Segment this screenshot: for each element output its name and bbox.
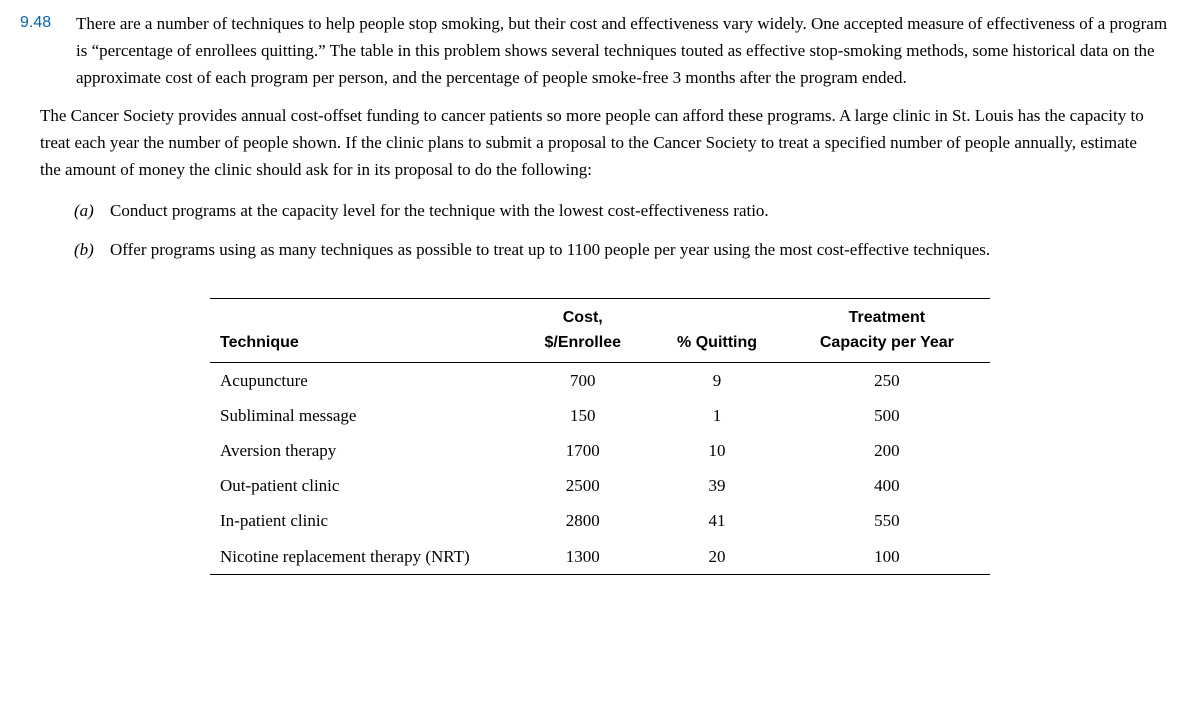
part-a: (a) Conduct programs at the capacity lev… [74,197,1160,224]
part-label: (a) [74,197,110,224]
cell-quitting: 39 [650,468,783,503]
cell-cost: 1700 [515,433,650,468]
col-technique: Technique [210,298,515,362]
setup-paragraph: The Cancer Society provides annual cost-… [40,102,1160,184]
table-header-row: Technique Cost, $/Enrollee % Quitting Tr… [210,298,990,362]
table-row: Aversion therapy170010200 [210,433,990,468]
cell-quitting: 9 [650,362,783,398]
intro-text: There are a number of techniques to help… [76,10,1180,92]
cell-capacity: 200 [784,433,990,468]
part-b: (b) Offer programs using as many techniq… [74,236,1160,263]
col-quitting: % Quitting [650,298,783,362]
cell-technique: Subliminal message [210,398,515,433]
problem-number: 9.48 [20,10,76,36]
data-table-wrap: Technique Cost, $/Enrollee % Quitting Tr… [210,298,990,575]
cell-capacity: 250 [784,362,990,398]
cell-technique: Nicotine replacement therapy (NRT) [210,539,515,575]
intro-row: 9.48 There are a number of techniques to… [20,10,1180,92]
table-row: In-patient clinic280041550 [210,503,990,538]
table-row: Subliminal message1501500 [210,398,990,433]
cell-technique: Aversion therapy [210,433,515,468]
techniques-table: Technique Cost, $/Enrollee % Quitting Tr… [210,298,990,575]
parts-list: (a) Conduct programs at the capacity lev… [74,197,1160,263]
table-row: Nicotine replacement therapy (NRT)130020… [210,539,990,575]
table-body: Acupuncture7009250Subliminal message1501… [210,362,990,574]
table-row: Acupuncture7009250 [210,362,990,398]
cell-cost: 700 [515,362,650,398]
capacity-header-line2: Capacity per Year [820,334,954,351]
cost-header-line1: Cost, [563,309,603,326]
table-row: Out-patient clinic250039400 [210,468,990,503]
col-cost: Cost, $/Enrollee [515,298,650,362]
cell-technique: In-patient clinic [210,503,515,538]
part-label: (b) [74,236,110,263]
cell-cost: 150 [515,398,650,433]
cell-cost: 2500 [515,468,650,503]
cell-capacity: 500 [784,398,990,433]
cell-capacity: 550 [784,503,990,538]
part-text: Conduct programs at the capacity level f… [110,197,769,224]
cell-cost: 1300 [515,539,650,575]
cell-technique: Out-patient clinic [210,468,515,503]
capacity-header-line1: Treatment [849,309,925,326]
cell-quitting: 20 [650,539,783,575]
part-text: Offer programs using as many techniques … [110,236,990,263]
cell-capacity: 400 [784,468,990,503]
cell-technique: Acupuncture [210,362,515,398]
cell-cost: 2800 [515,503,650,538]
problem-container: 9.48 There are a number of techniques to… [0,0,1200,595]
cell-quitting: 1 [650,398,783,433]
cell-quitting: 41 [650,503,783,538]
cell-quitting: 10 [650,433,783,468]
cost-header-line2: $/Enrollee [545,334,621,351]
col-capacity: Treatment Capacity per Year [784,298,990,362]
cell-capacity: 100 [784,539,990,575]
